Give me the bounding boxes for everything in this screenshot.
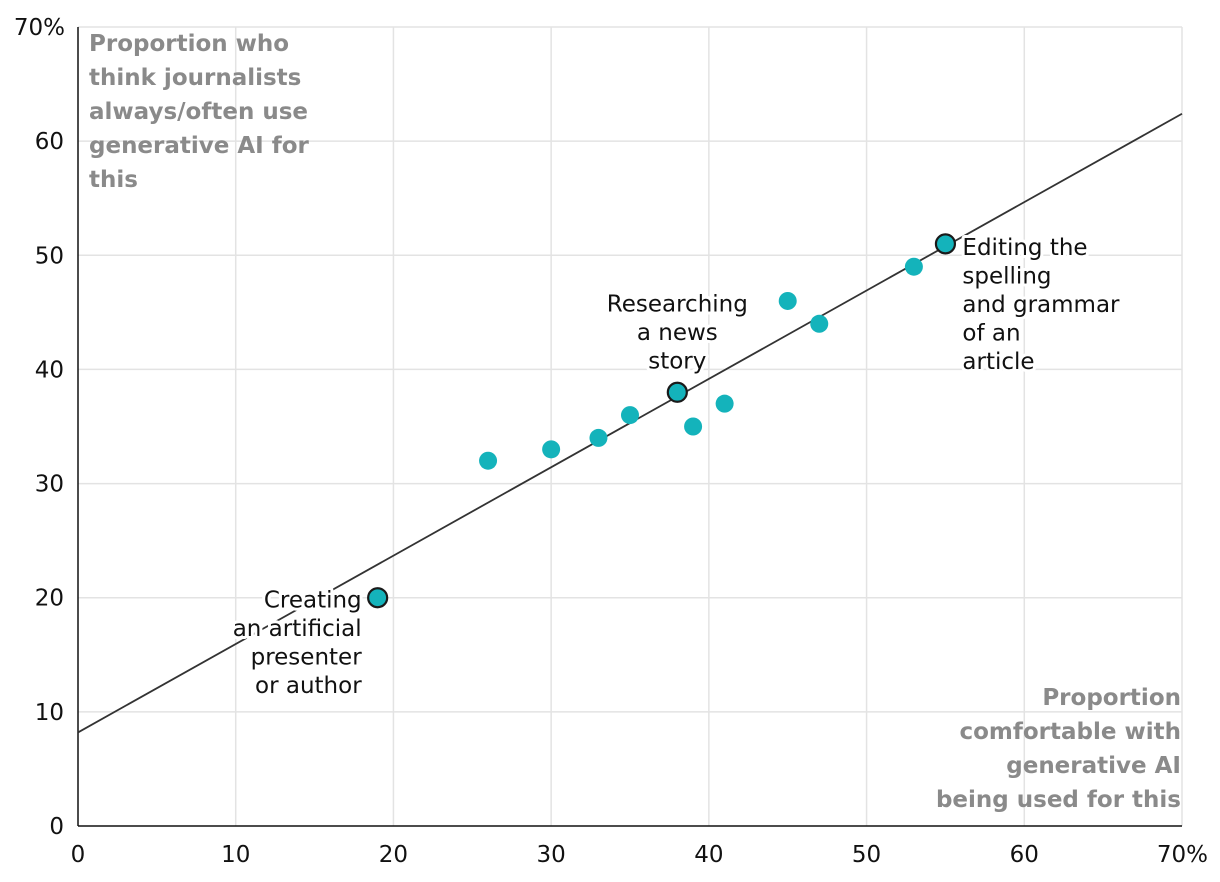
highlighted-data-point <box>934 233 957 255</box>
x-tick-label: 40 <box>694 842 723 868</box>
y-tick-label: 0 <box>49 814 64 840</box>
annotation-line: a news <box>637 320 718 346</box>
data-point <box>684 417 703 436</box>
y-axis-title-line: generative AI for <box>89 133 310 159</box>
annotation-line: Researching <box>607 291 748 317</box>
data-point <box>621 406 639 425</box>
annotation-halo-line: and grammar <box>962 292 1120 318</box>
annotation-halo-line: a news <box>637 320 718 346</box>
data-point <box>542 440 561 459</box>
x-axis-title: Proportion comfortable with generative AI b… <box>936 685 1181 813</box>
y-axis-title-line: always/often use <box>89 99 308 125</box>
y-axis-title: Proportion who think journalists always/of… <box>89 31 310 193</box>
x-axis-title-line: Proportion <box>1042 685 1181 711</box>
annotation-label: Creating an artificial presenter or author <box>233 588 362 700</box>
annotation-halo-line: Editing the <box>962 235 1087 261</box>
annotation-halo-line: Creating <box>264 588 362 614</box>
annotations: Creating an artificial presenter or authorC… <box>230 232 1123 702</box>
annotation-line: story <box>648 348 706 374</box>
annotation-halo: Creating an artificial presenter or author <box>233 588 362 700</box>
axis-titles: Proportion who think journalists always/of… <box>89 31 1181 813</box>
y-tick-label: 60 <box>35 129 64 155</box>
data-point <box>904 257 923 276</box>
annotation-halo-line: of an <box>962 320 1020 346</box>
annotation-halo: Researching a news story <box>607 291 748 374</box>
annotation-label: Researching a news story <box>607 291 748 374</box>
annotation-halo-line: an artificial <box>233 616 362 642</box>
grid-lines <box>78 26 1183 826</box>
annotation-line: Creating <box>264 588 362 614</box>
annotation-halo-line: article <box>962 349 1034 375</box>
data-point <box>589 428 608 447</box>
annotation-halo-line: presenter <box>251 645 363 671</box>
annotation-line: spelling <box>962 263 1051 289</box>
x-axis-title-line: being used for this <box>936 787 1181 813</box>
x-tick-label: 60 <box>1010 842 1039 868</box>
annotation-halo-line: story <box>648 348 706 374</box>
y-tick-label: 50 <box>35 243 64 269</box>
annotation-label: Editing the spelling and grammar of an artic… <box>962 235 1120 375</box>
annotation-line: and grammar <box>962 292 1120 318</box>
annotation-line: article <box>962 349 1034 375</box>
data-point <box>715 394 734 413</box>
y-axis-title-line: think journalists <box>89 65 301 91</box>
x-tick-label: 30 <box>537 842 566 868</box>
annotation-line: or author <box>255 673 362 699</box>
axes <box>77 27 1182 827</box>
annotation-halo: Editing the spelling and grammar of an artic… <box>962 235 1120 375</box>
x-tick-label: 20 <box>379 842 408 868</box>
y-axis-title-line: Proportion who <box>89 31 289 57</box>
x-tick-label: 50 <box>852 842 881 868</box>
y-axis-title-line: this <box>89 167 138 193</box>
data-point <box>810 314 829 333</box>
y-tick-label: 30 <box>35 472 64 498</box>
y-tick-label: 10 <box>35 700 64 726</box>
annotation-line: of an <box>962 320 1020 346</box>
y-tick-label: 70% <box>14 15 65 41</box>
x-tick-label: 0 <box>71 842 86 868</box>
annotation-halo-line: or author <box>255 673 362 699</box>
y-tick-label: 40 <box>35 357 64 383</box>
data-point <box>778 291 797 310</box>
data-point <box>479 451 498 470</box>
annotation-line: an artificial <box>233 616 362 642</box>
x-tick-label: 70% <box>1157 842 1208 868</box>
highlighted-data-point <box>367 587 389 609</box>
annotation-line: Editing the <box>962 235 1087 261</box>
annotation-halo-line: Researching <box>607 291 748 317</box>
x-axis-title-line: generative AI <box>1006 753 1181 779</box>
x-tick-label: 10 <box>221 842 250 868</box>
annotation-line: presenter <box>251 645 363 671</box>
y-tick-label: 20 <box>35 586 64 612</box>
annotation-halo-line: spelling <box>962 263 1051 289</box>
highlighted-data-point <box>666 381 688 403</box>
x-axis-title-line: comfortable with <box>959 719 1181 745</box>
tick-labels: 0 10 20 30 40 50 60 70% 0 10 20 30 40 50 60 70% <box>14 15 1208 868</box>
data-points <box>367 233 957 609</box>
